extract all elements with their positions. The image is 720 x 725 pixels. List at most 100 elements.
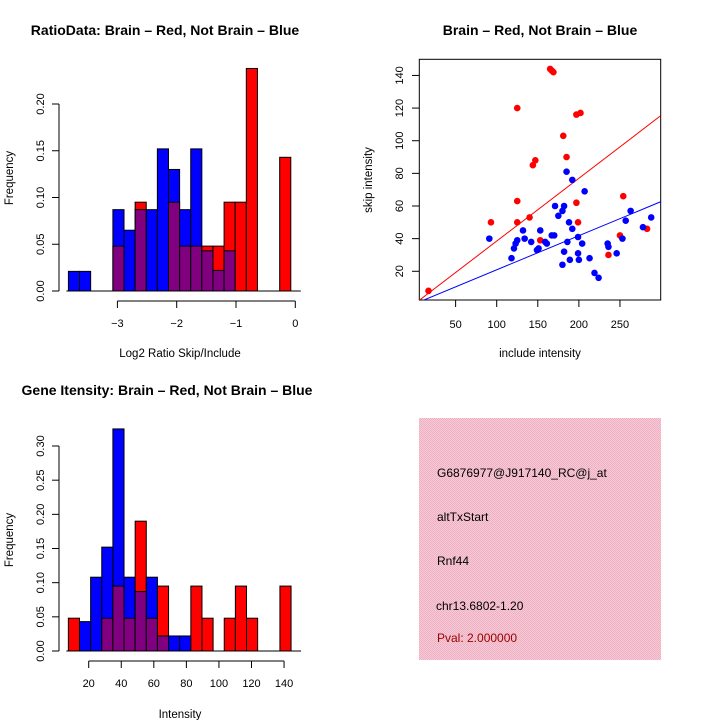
- ratio-histogram-ylabel: Frequency: [4, 151, 16, 206]
- gene-intensity-histogram: Gene Itensity: Brain – Red, Not Brain – …: [4, 382, 313, 721]
- histogram-overlap-bar: [101, 617, 114, 652]
- x-tick-label: 0: [292, 318, 298, 330]
- histogram-bar: [179, 635, 192, 652]
- y-tick-label: 0.30: [35, 435, 47, 456]
- blue-point: [527, 238, 535, 246]
- gene-name: Rnf44: [437, 554, 469, 568]
- ratio-histogram: RatioData: Brain – Red, Not Brain – Blue…: [4, 22, 301, 360]
- x-tick-label: 100: [210, 678, 228, 690]
- histogram-bar: [123, 229, 136, 292]
- x-tick-label: −2: [170, 318, 183, 330]
- red-point: [605, 251, 612, 259]
- blue-point: [639, 223, 647, 231]
- blue-point: [574, 250, 582, 257]
- histogram-overlap-bar: [134, 209, 147, 292]
- ratio-histogram-xlabel: Log2 Ratio Skip/Include: [119, 348, 240, 360]
- red-point: [425, 287, 432, 295]
- x-tick-label: 80: [180, 678, 192, 690]
- scatter-xlabel: include intensity: [499, 348, 581, 360]
- blue-point: [551, 202, 559, 210]
- histogram-bar: [234, 201, 247, 292]
- histogram-bar: [145, 209, 158, 292]
- y-tick-label: 0.15: [35, 140, 47, 161]
- blue-point: [591, 269, 598, 277]
- blue-point: [622, 217, 630, 224]
- scatter-title: Brain – Red, Not Brain – Blue: [443, 22, 638, 38]
- x-tick-label: 100: [488, 319, 506, 331]
- regression-lines: [419, 115, 661, 300]
- blue-point: [578, 240, 586, 247]
- ratio-histogram-title: RatioData: Brain – Red, Not Brain – Blue: [31, 22, 300, 38]
- blue-point: [535, 245, 542, 252]
- red-point: [619, 192, 627, 200]
- histogram-overlap-bar: [156, 635, 170, 652]
- blue-point: [543, 240, 551, 247]
- blue-point: [605, 243, 612, 251]
- histogram-bar: [156, 148, 169, 292]
- histogram-bar: [279, 156, 292, 292]
- x-tick-label: 60: [148, 678, 160, 690]
- red-point: [559, 132, 567, 140]
- info-panel: G6876977@J917140_RC@j_at altTxStart Rnf4…: [419, 418, 661, 660]
- blue-point: [627, 207, 634, 215]
- scatter-ylabel: skip intensity: [363, 147, 375, 213]
- gene-intensity-title: Gene Itensity: Brain – Red, Not Brain – …: [22, 382, 313, 398]
- blue-point: [519, 227, 527, 234]
- blue-point: [613, 250, 620, 257]
- blue-point: [575, 256, 583, 264]
- y-tick-label: 100: [394, 132, 406, 150]
- histogram-bar: [190, 585, 203, 652]
- scatter-plot-box: [418, 58, 662, 301]
- red-point: [550, 68, 557, 76]
- histogram-bar: [234, 585, 248, 652]
- histogram-bar: [67, 270, 81, 292]
- event-type: altTxStart: [437, 510, 489, 524]
- red-point: [513, 197, 521, 205]
- red-point: [513, 219, 521, 226]
- histogram-bar: [90, 576, 103, 652]
- y-tick-label: 60: [394, 200, 406, 212]
- blue-point: [513, 236, 521, 244]
- red-point: [529, 161, 537, 169]
- blue-point: [566, 256, 574, 264]
- histogram-overlap-bar: [134, 591, 147, 652]
- intensity-scatter: Brain – Red, Not Brain – Blue include in…: [363, 22, 662, 360]
- histogram-overlap-bar: [123, 617, 136, 652]
- blue-point: [560, 202, 568, 210]
- blue-point: [569, 176, 576, 184]
- histogram-bar: [79, 270, 92, 292]
- blue-point: [586, 254, 593, 262]
- histogram-bar: [279, 585, 292, 652]
- histogram-overlap-bar: [212, 269, 225, 292]
- histogram-overlap-bar: [190, 245, 203, 292]
- y-tick-label: 0.25: [35, 469, 47, 490]
- y-tick-label: 0.05: [35, 606, 47, 627]
- pval-text: Pval: 2.000000: [437, 631, 517, 645]
- histogram-overlap-bar: [167, 201, 181, 292]
- red-point: [573, 199, 580, 207]
- blue-point: [595, 274, 602, 282]
- histogram-bar: [78, 621, 92, 652]
- histogram-overlap-bar: [145, 617, 158, 652]
- x-tick-label: −1: [230, 318, 243, 330]
- red-point: [532, 157, 539, 164]
- y-tick-label: 0.05: [35, 234, 47, 255]
- histogram-overlap-bar: [179, 245, 192, 292]
- histogram-overlap-bar: [112, 585, 125, 652]
- y-tick-label: 0.20: [35, 93, 47, 114]
- x-tick-label: 40: [115, 678, 127, 690]
- probe-id: G6876977@J917140_RC@j_at: [437, 466, 607, 480]
- histogram-bar: [201, 617, 214, 652]
- y-tick-label: 0.15: [35, 538, 47, 559]
- red-point: [487, 219, 495, 226]
- red-trend-line: [419, 115, 661, 300]
- y-tick-label: 0.00: [35, 280, 47, 301]
- y-tick-label: 120: [394, 99, 406, 117]
- y-tick-label: 20: [394, 265, 406, 277]
- blue-point: [559, 261, 566, 269]
- blue-point: [647, 214, 655, 221]
- y-tick-label: 0.20: [35, 504, 47, 525]
- x-tick-label: 50: [449, 319, 461, 331]
- blue-point: [564, 238, 571, 246]
